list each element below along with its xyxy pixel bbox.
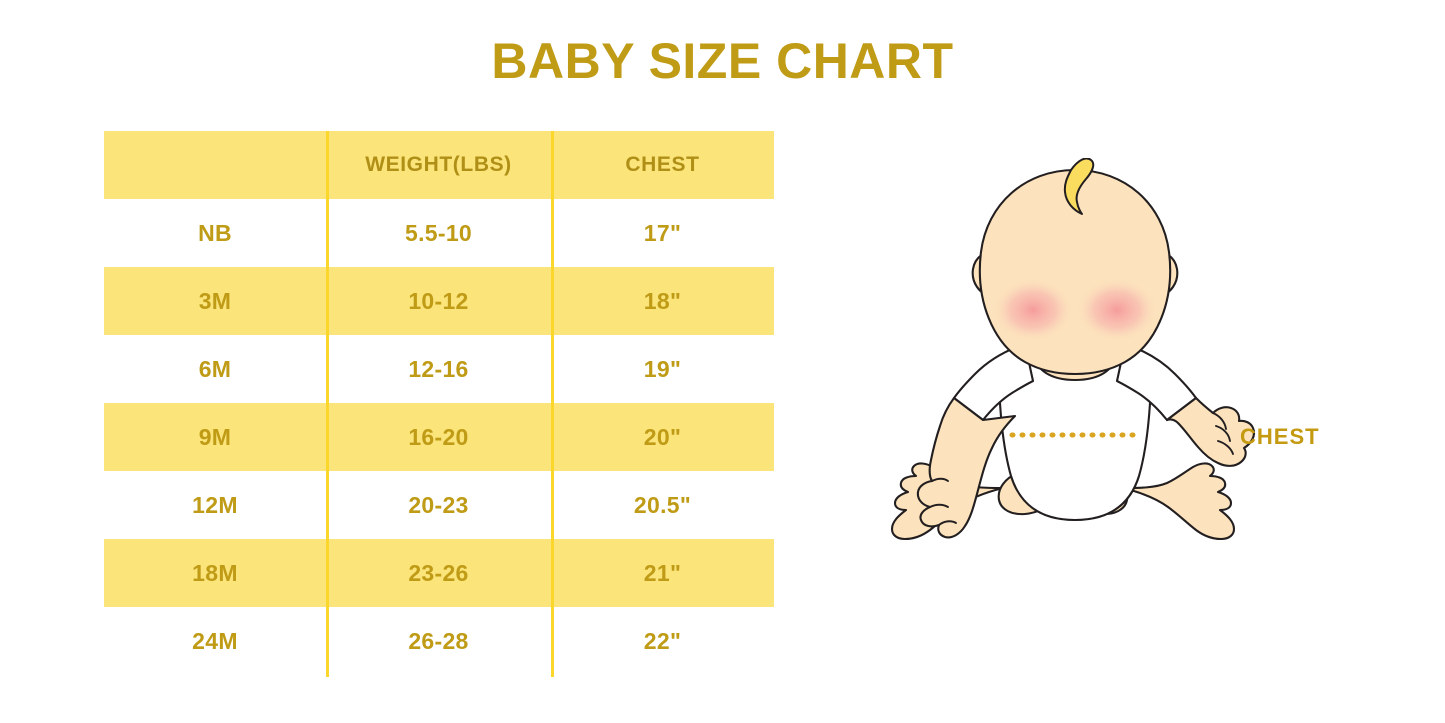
cell-size: 12M <box>192 491 238 518</box>
cell-chest: 20" <box>643 423 682 450</box>
cell-chest: 21" <box>643 559 682 586</box>
cell-chest: 17" <box>643 219 682 246</box>
table-row: 3M 10-12 18" <box>104 267 774 335</box>
table-header-row: WEIGHT(LBS) CHEST <box>104 131 774 199</box>
column-divider-2 <box>551 131 554 677</box>
sitting-baby-icon <box>890 158 1256 541</box>
cell-size: 9M <box>198 423 232 450</box>
baby-right-arm <box>1165 396 1256 467</box>
cell-size: 24M <box>192 627 238 654</box>
cell-chest: 19" <box>643 355 682 382</box>
cell-size: 3M <box>198 287 232 314</box>
cell-weight: 16-20 <box>408 423 469 450</box>
fist-line-1 <box>1212 412 1227 430</box>
chest-measurement-label: CHEST <box>1240 424 1320 449</box>
baby-right-leg <box>1121 462 1236 541</box>
blush-left-cheek <box>991 277 1075 343</box>
page-title: BABY SIZE CHART <box>491 33 954 89</box>
cell-weight: 12-16 <box>408 355 469 382</box>
cell-weight: 23-26 <box>408 559 469 586</box>
table-row: 24M 26-28 22" <box>104 607 774 675</box>
column-header-weight: WEIGHT(LBS) <box>365 153 512 176</box>
cell-chest: 18" <box>643 287 682 314</box>
column-header-chest: CHEST <box>625 153 700 176</box>
cell-size: 6M <box>198 355 232 382</box>
size-table: WEIGHT(LBS) CHEST NB 5.5-10 17" 3M 10-12… <box>104 131 774 677</box>
cell-weight: 20-23 <box>408 491 469 518</box>
column-divider-1 <box>326 131 329 677</box>
left-hand-line-1 <box>931 477 949 482</box>
fist-line-2 <box>1215 425 1231 442</box>
blush-right-cheek <box>1075 277 1159 343</box>
left-hand-line-3 <box>938 520 957 526</box>
table-row: 6M 12-16 19" <box>104 335 774 403</box>
cell-weight: 10-12 <box>408 287 469 314</box>
table-row: 12M 20-23 20.5" <box>104 471 774 539</box>
left-hand-line-2 <box>929 503 949 508</box>
fist-line-3 <box>1217 440 1234 455</box>
baby-hair-curl <box>1063 158 1095 215</box>
table-row: 9M 16-20 20" <box>104 403 774 471</box>
cell-size: 18M <box>192 559 238 586</box>
cell-size: NB <box>198 219 232 246</box>
cell-weight: 5.5-10 <box>404 219 472 246</box>
cell-chest: 22" <box>643 627 682 654</box>
table-row: NB 5.5-10 17" <box>104 199 774 267</box>
baby-illustration <box>875 158 1275 603</box>
cell-chest: 20.5" <box>633 491 692 518</box>
table-row: 18M 23-26 21" <box>104 539 774 607</box>
baby-left-arm <box>916 396 1017 539</box>
cell-weight: 26-28 <box>408 627 469 654</box>
